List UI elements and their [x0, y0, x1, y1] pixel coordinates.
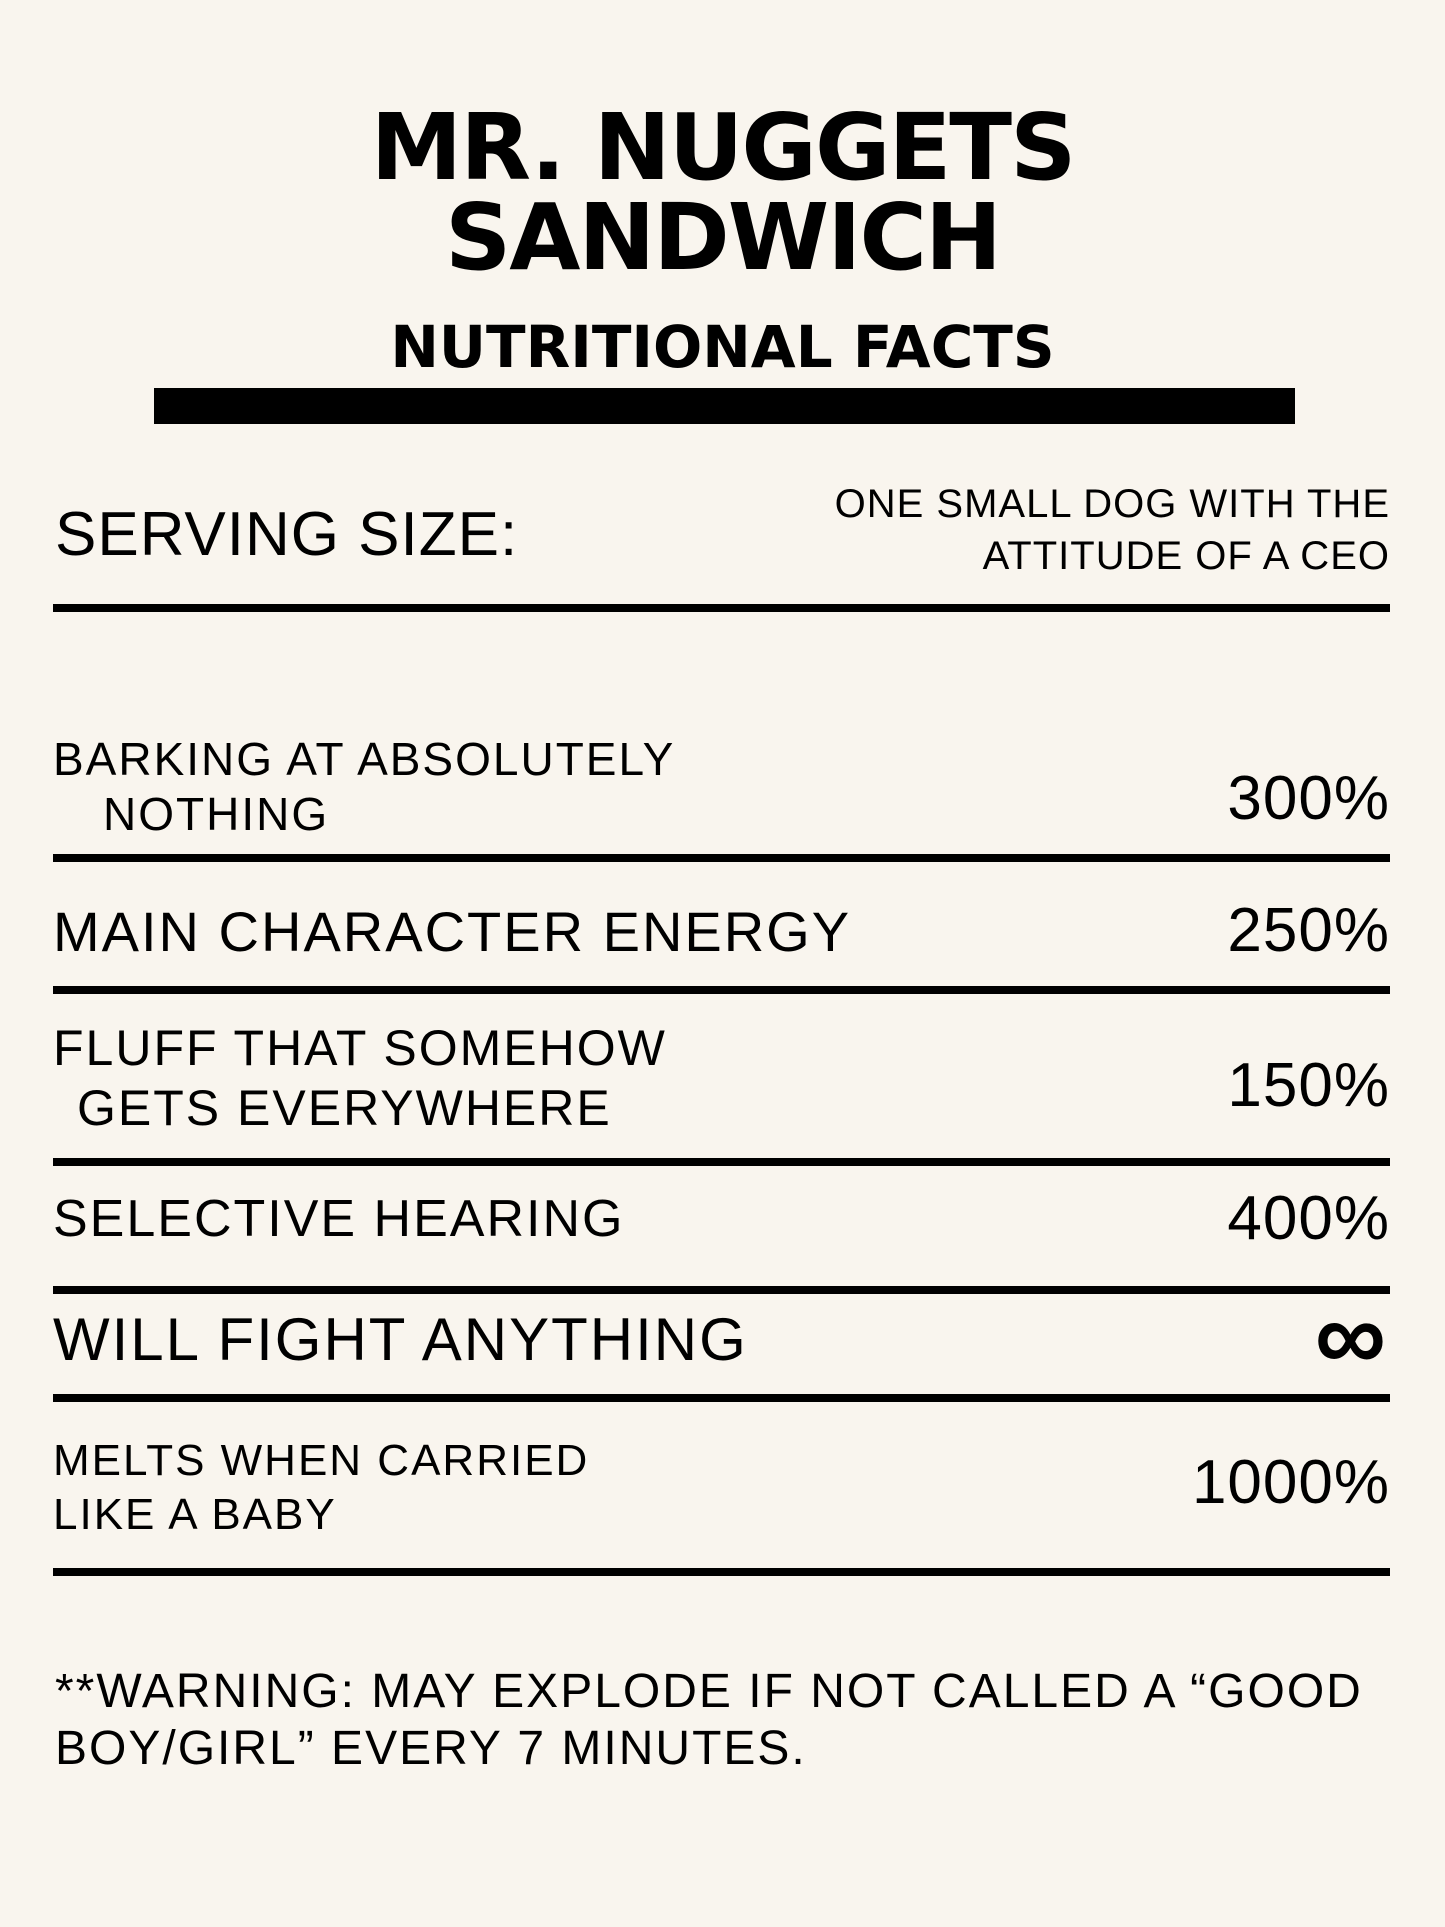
fact-row-value: 300% — [1227, 764, 1390, 833]
warning-note: **WARNING: MAY EXPLODE IF NOT CALLED A “… — [55, 1665, 1363, 1775]
divider-rule — [53, 986, 1390, 994]
divider-rule — [53, 1394, 1390, 1402]
fact-row-value: 1000% — [1191, 1448, 1390, 1517]
serving-size-label: SERVING SIZE: — [55, 500, 519, 569]
fact-row-value: 150% — [1227, 1051, 1390, 1120]
fact-row-label-line: LIKE A BABY — [53, 1489, 337, 1539]
divider-rule — [53, 1158, 1390, 1166]
header-divider-bar — [154, 388, 1295, 424]
fact-row-label-line: FLUFF THAT SOMEHOW — [53, 1020, 667, 1076]
fact-row-label: SELECTIVE HEARING — [53, 1190, 625, 1248]
fact-row-label: MELTS WHEN CARRIED LIKE A BABY — [53, 1434, 589, 1541]
divider-rule — [53, 1568, 1390, 1576]
fact-row-label-line: NOTHING — [103, 788, 330, 841]
fact-row-label: WILL FIGHT ANYTHING — [53, 1306, 748, 1373]
divider-rule — [53, 854, 1390, 862]
serving-size-value: ONE SMALL DOG WITH THE ATTITUDE OF A CEO — [834, 482, 1390, 578]
fact-row-value: 250% — [1227, 896, 1390, 965]
divider-rule — [53, 604, 1390, 612]
fact-row-value: 400% — [1227, 1184, 1390, 1253]
page-subtitle: NUTRITIONAL FACTS — [390, 313, 1055, 381]
fact-row-label: FLUFF THAT SOMEHOW GETS EVERYWHERE — [53, 1018, 667, 1138]
fact-row-label-line: GETS EVERYWHERE — [77, 1080, 612, 1136]
fact-row-label-line: MELTS WHEN CARRIED — [53, 1436, 590, 1485]
infinity-value: ∞ — [1314, 1280, 1387, 1392]
fact-row-label-line: BARKING AT ABSOLUTELY — [53, 733, 676, 785]
fact-row-label: MAIN CHARACTER ENERGY — [53, 900, 852, 963]
page-title-line-2: SANDWICH — [444, 184, 1002, 291]
fact-row-label: BARKING AT ABSOLUTELY NOTHING — [53, 732, 675, 842]
divider-rule — [53, 1286, 1390, 1294]
page-title-line-1: MR. NUGGETS — [370, 94, 1077, 201]
